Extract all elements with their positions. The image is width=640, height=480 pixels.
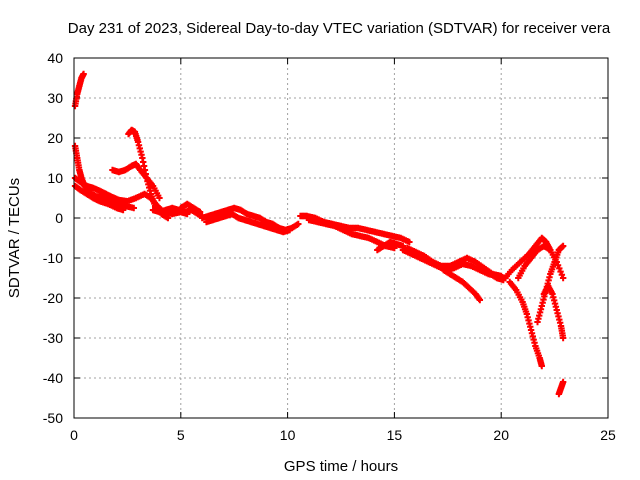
- series-arc-14-15: [374, 238, 407, 254]
- series-arc-5-5: [177, 200, 204, 216]
- data-point: [164, 214, 172, 222]
- data-series: [71, 70, 567, 398]
- data-point: [295, 220, 302, 228]
- data-point: [130, 204, 138, 212]
- x-tick-label: 25: [600, 427, 616, 443]
- series-arc-early-high: [71, 70, 87, 110]
- data-point: [559, 378, 567, 386]
- data-point: [559, 274, 567, 282]
- series-arc-20-22b: [506, 278, 545, 370]
- data-point: [286, 226, 293, 234]
- series-arc-6-11: [198, 204, 302, 234]
- y-tick-label: -50: [43, 410, 63, 426]
- y-tick-label: -10: [43, 250, 63, 266]
- series-arc-early-3: [71, 182, 127, 214]
- x-tick-label: 15: [387, 427, 403, 443]
- y-axis-label: SDTVAR / TECUs: [6, 178, 23, 298]
- x-tick-label: 0: [70, 427, 78, 443]
- grid: [74, 58, 608, 418]
- series-arc-peak-13: [109, 160, 163, 202]
- y-tick-label: 0: [55, 210, 63, 226]
- x-tick-label: 5: [177, 427, 185, 443]
- data-point: [406, 238, 413, 246]
- data-point: [476, 296, 484, 304]
- data-point: [559, 242, 567, 250]
- x-tick-label: 20: [493, 427, 509, 443]
- series-arc-21-23a: [515, 242, 567, 282]
- x-axis-label: GPS time / hours: [284, 458, 398, 475]
- data-point: [80, 70, 87, 78]
- axis-ticks: 0 5 10 15 20 25 -50 -40 -30 -20 -10 0 10 20 30 40: [43, 50, 616, 443]
- series-arc-17-19: [440, 266, 484, 304]
- data-point: [538, 362, 545, 370]
- series-arc-15-20b: [404, 244, 505, 280]
- x-tick-label: 10: [280, 427, 296, 443]
- data-point: [156, 194, 163, 202]
- data-point: [119, 206, 127, 214]
- y-tick-label: 40: [47, 50, 63, 66]
- data-point: [196, 208, 204, 216]
- y-tick-label: -30: [43, 330, 63, 346]
- series-arc-late-low: [555, 378, 567, 398]
- y-tick-label: 10: [47, 170, 63, 186]
- series-arc-6-10: [203, 210, 293, 236]
- y-tick-label: 30: [47, 90, 63, 106]
- series-arc-22-23: [540, 282, 567, 342]
- y-tick-label: 20: [47, 130, 63, 146]
- plot-frame: [73, 57, 609, 419]
- y-tick-label: -40: [43, 370, 63, 386]
- chart-title: Day 231 of 2023, Sidereal Day-to-day VTE…: [68, 20, 611, 37]
- series-arc-11-15b: [305, 216, 398, 252]
- data-point: [559, 334, 567, 342]
- y-tick-label: -20: [43, 290, 63, 306]
